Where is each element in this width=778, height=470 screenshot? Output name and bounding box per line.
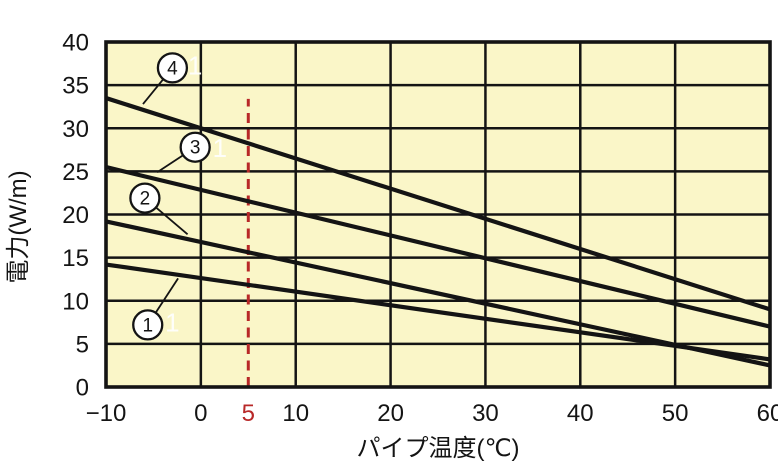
x-tick-label-0: 0 (194, 400, 207, 427)
watermark-digit: 1 (165, 307, 179, 337)
marker-callout-line-4 (142, 78, 164, 105)
y-tick-label-20: 20 (62, 202, 89, 229)
y-tick-label-15: 15 (62, 245, 89, 272)
y-tick-label-10: 10 (62, 288, 89, 315)
marker-callout-line-2 (155, 206, 189, 236)
x-tick-label-50: 50 (662, 400, 689, 427)
series-line-2 (105, 219, 771, 368)
series-line-1 (105, 262, 771, 362)
y-tick-label-25: 25 (62, 159, 89, 186)
marker-number-2: 2 (140, 189, 151, 210)
x-tick-label-20: 20 (377, 400, 404, 427)
y-tick-label-40: 40 (62, 30, 89, 57)
y-axis-title: 電力(W/m) (5, 170, 32, 283)
series-line-4 (105, 96, 771, 312)
x-tick-label-10: 10 (282, 400, 309, 427)
y-tick-label-30: 30 (62, 116, 89, 143)
x-tick-label-30: 30 (472, 400, 499, 427)
marker-circle-3 (179, 131, 211, 163)
marker-callout-line-3 (156, 154, 184, 173)
marker-number-4: 4 (167, 58, 178, 79)
marker-callout-line-1 (154, 277, 179, 314)
series-line-3 (105, 165, 771, 329)
watermark-digit: 1 (213, 133, 227, 163)
marker-circle-4 (156, 52, 189, 84)
marker-number-1: 1 (142, 315, 153, 336)
x-tick-label-60: 60 (757, 400, 778, 427)
marker-number-3: 3 (190, 138, 201, 159)
plot-border (104, 40, 772, 389)
y-tick-label-5: 5 (76, 331, 89, 358)
marker-circle-2 (129, 182, 161, 214)
x-tick-label--10: −10 (86, 400, 127, 427)
y-tick-label-35: 35 (62, 73, 89, 100)
marker-circle-1 (132, 309, 164, 341)
watermark-digit: 1 (188, 50, 202, 80)
y-tick-label-0: 0 (76, 375, 89, 402)
x-tick-label-5: 5 (242, 400, 255, 427)
x-axis-title: パイプ温度(℃) (357, 435, 520, 462)
x-tick-label-40: 40 (567, 400, 594, 427)
